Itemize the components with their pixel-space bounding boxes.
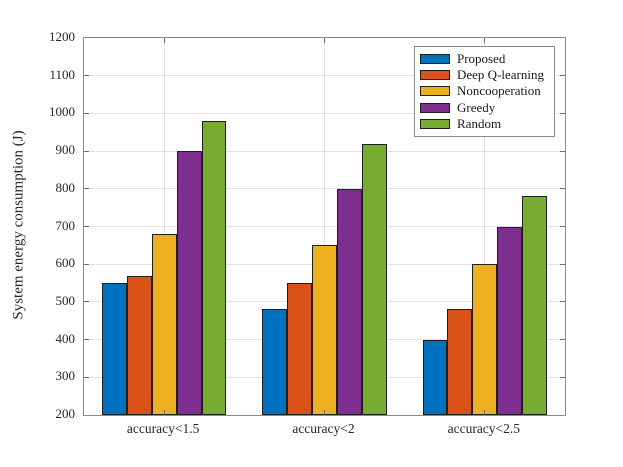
y-tick-right xyxy=(560,150,565,152)
y-tick-left xyxy=(84,150,89,152)
v-gridline xyxy=(484,38,486,415)
legend-item: Greedy xyxy=(415,100,554,116)
legend-label: Deep Q-learning xyxy=(457,67,544,83)
legend-swatch-deep-q-learning xyxy=(420,70,450,81)
y-tick-left xyxy=(84,112,89,114)
x-tick-label: accuracy<1.5 xyxy=(126,421,200,436)
y-tick-label: 700 xyxy=(55,217,76,233)
y-tick-label: 800 xyxy=(55,179,76,195)
bar-greedy xyxy=(336,188,362,415)
y-tick-left xyxy=(84,301,89,303)
x-tick-label: accuracy<2 xyxy=(292,421,355,436)
bar-proposed xyxy=(262,309,288,415)
y-tick-label: 200 xyxy=(55,406,76,421)
y-tick-right xyxy=(560,188,565,190)
y-tick-right xyxy=(560,263,565,265)
bar-greedy xyxy=(176,151,202,415)
legend-swatch-proposed xyxy=(420,54,450,65)
legend-label: Greedy xyxy=(457,99,496,115)
y-tick-right xyxy=(560,301,565,303)
legend-label: Noncooperation xyxy=(457,83,541,99)
y-tick-right xyxy=(560,75,565,77)
legend-item: Deep Q-learning xyxy=(415,67,554,83)
plot-area: Proposed Deep Q-learning Noncooperation Gre… xyxy=(83,37,566,416)
bar-noncooperation xyxy=(312,245,337,415)
bar-noncooperation xyxy=(472,264,498,415)
y-tick-left xyxy=(84,339,89,341)
y-tick-label: 1000 xyxy=(49,104,75,120)
legend-item: Noncooperation xyxy=(415,83,554,99)
bar-proposed xyxy=(101,283,127,415)
bar-random xyxy=(201,120,227,415)
x-tick-bottom xyxy=(163,410,165,415)
y-tick-right xyxy=(560,339,565,341)
y-tick-label: 600 xyxy=(55,255,76,271)
legend-swatch-random xyxy=(420,118,450,129)
legend-item: Random xyxy=(415,116,554,132)
bar-proposed xyxy=(422,339,448,415)
legend-label: Proposed xyxy=(457,51,506,67)
y-tick-left xyxy=(84,376,89,378)
y-tick-label: 500 xyxy=(55,292,76,308)
y-tick-label: 1200 xyxy=(49,29,75,44)
y-tick-left xyxy=(84,263,89,265)
legend-swatch-greedy xyxy=(420,102,450,113)
legend-item: Proposed xyxy=(415,51,554,67)
y-tick-left xyxy=(84,75,89,77)
y-tick-right xyxy=(560,376,565,378)
bar-deep-q-learning xyxy=(287,283,313,415)
v-gridline xyxy=(163,38,165,415)
y-tick-left xyxy=(84,226,89,227)
x-tick-top xyxy=(163,38,165,43)
y-tick-right xyxy=(560,112,565,114)
legend: Proposed Deep Q-learning Noncooperation Gre… xyxy=(414,46,555,137)
y-tick-right xyxy=(560,226,565,227)
bar-deep-q-learning xyxy=(447,309,473,415)
y-tick-label: 900 xyxy=(55,142,76,158)
legend-label: Random xyxy=(457,115,502,131)
bar-greedy xyxy=(497,226,523,415)
y-tick-label: 1100 xyxy=(49,66,75,82)
y-tick-label: 400 xyxy=(55,330,76,346)
bar-random xyxy=(522,196,548,415)
y-tick-left xyxy=(84,188,89,190)
bar-random xyxy=(361,143,387,415)
x-tick-bottom xyxy=(484,410,486,415)
x-tick-top xyxy=(484,38,486,43)
v-gridline xyxy=(324,38,325,415)
legend-swatch-noncooperation xyxy=(420,86,450,97)
bar-noncooperation xyxy=(151,234,177,415)
x-tick-bottom xyxy=(324,410,325,415)
y-tick-label: 300 xyxy=(55,368,76,384)
x-tick-top xyxy=(324,38,325,43)
x-tick-label: accuracy<2.5 xyxy=(447,421,521,436)
bar-deep-q-learning xyxy=(126,275,152,415)
